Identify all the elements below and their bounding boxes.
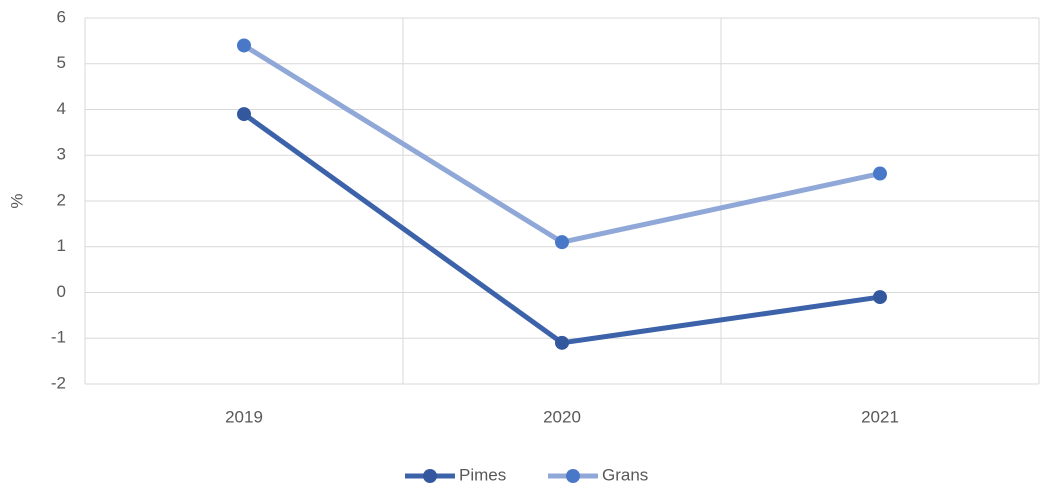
y-tick-label: 4 — [57, 99, 66, 118]
y-tick-label: 0 — [57, 282, 66, 301]
legend-label: Pimes — [459, 465, 506, 484]
legend-label: Grans — [602, 465, 648, 484]
y-tick-label: 5 — [57, 53, 66, 72]
point — [237, 107, 251, 122]
y-tick-label: 1 — [57, 236, 66, 255]
point — [555, 235, 569, 250]
y-tick-label: -1 — [51, 328, 66, 347]
legend-marker — [566, 469, 580, 483]
point — [873, 166, 887, 181]
y-tick-label: 2 — [57, 190, 66, 209]
x-tick-label: 2020 — [543, 407, 581, 426]
legend-marker — [423, 469, 437, 483]
series-line — [242, 43, 881, 245]
x-tick-label: 2021 — [861, 407, 899, 426]
y-axis-label: % — [7, 193, 26, 208]
point — [237, 38, 251, 53]
point — [555, 335, 569, 350]
x-tick-label: 2019 — [225, 407, 263, 426]
point — [873, 290, 887, 305]
y-tick-label: 6 — [57, 7, 66, 26]
series-line — [242, 112, 881, 346]
y-tick-label: 3 — [57, 145, 66, 164]
y-tick-label: -2 — [51, 373, 66, 392]
